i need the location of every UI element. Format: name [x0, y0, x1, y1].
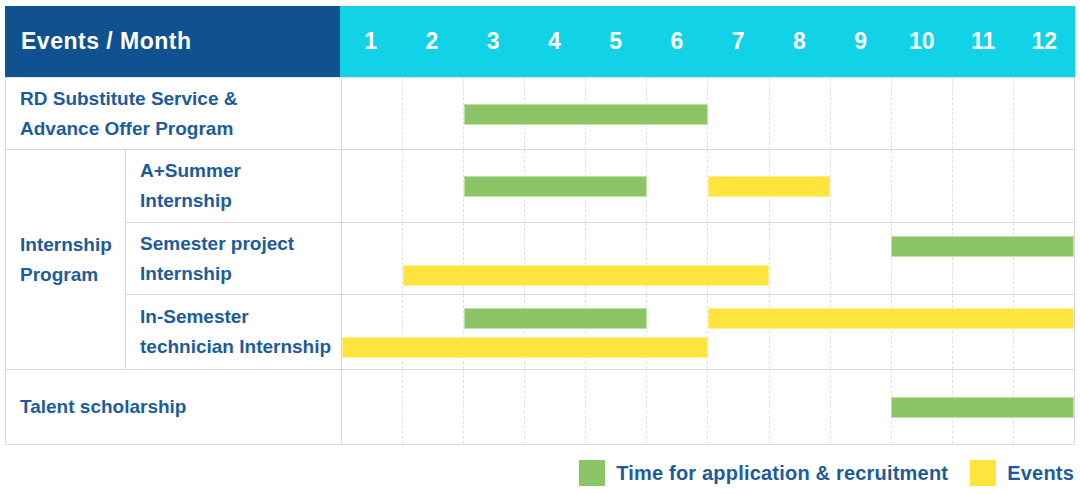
month-grid-cell	[952, 78, 1013, 149]
page-root: Events / Month 1 2 3 4 5 6 7 8 9 10 11 1…	[0, 0, 1080, 494]
month-grid-cell	[830, 295, 891, 369]
month-grid-cell	[769, 223, 830, 294]
row-label-semester-project: Semester project Internship	[125, 223, 341, 294]
legend: Time for application & recruitment Event…	[579, 460, 1074, 486]
month-grid-cell	[952, 295, 1013, 369]
month-grid-cell	[769, 370, 830, 444]
month-header-cell: 1	[340, 6, 401, 77]
month-grid-cell	[646, 370, 707, 444]
month-grid-cell	[891, 223, 952, 294]
row-label-rd-substitute: RD Substitute Service & Advance Offer Pr…	[6, 78, 341, 149]
month-header-strip: 1 2 3 4 5 6 7 8 9 10 11 12	[340, 6, 1075, 77]
month-grid-cell	[1013, 150, 1074, 222]
event-bar	[342, 337, 708, 358]
legend-item-application: Time for application & recruitment	[579, 460, 948, 486]
gantt-table: Events / Month 1 2 3 4 5 6 7 8 9 10 11 1…	[5, 6, 1075, 445]
legend-label-application: Time for application & recruitment	[616, 462, 948, 485]
month-grid-cell	[402, 370, 463, 444]
month-grid-cell	[646, 150, 707, 222]
row-label-in-semester-technician: In-Semester technician Internship	[125, 295, 341, 369]
month-grid-cell	[524, 370, 585, 444]
row-label-a-plus-summer: A+Summer Internship	[125, 150, 341, 222]
month-grid-cell	[830, 78, 891, 149]
application-bar	[891, 397, 1074, 418]
month-grid-cell	[952, 223, 1013, 294]
month-grid-cell	[1013, 223, 1074, 294]
month-grid-cell	[1013, 78, 1074, 149]
month-header-cell: 2	[401, 6, 462, 77]
table-row: A+Summer Internship	[125, 150, 1074, 222]
month-grid-cell	[830, 150, 891, 222]
table-body: RD Substitute Service & Advance Offer Pr…	[5, 77, 1075, 445]
month-grid-cell	[891, 150, 952, 222]
month-header-cell: 9	[830, 6, 891, 77]
month-grid-cell	[891, 78, 952, 149]
table-row: In-Semester technician Internship	[125, 294, 1074, 369]
month-grid-cell	[1013, 295, 1074, 369]
chart-area-talent-scholarship	[341, 370, 1074, 444]
application-swatch-icon	[579, 460, 605, 486]
application-bar	[464, 308, 647, 329]
chart-area-semester-project	[341, 223, 1074, 294]
table-row: Semester project Internship	[125, 222, 1074, 294]
event-swatch-icon	[970, 460, 996, 486]
internship-program-rows: A+Summer Internship Semester project Int…	[125, 150, 1074, 369]
application-bar	[464, 176, 647, 197]
events-month-title-label: Events / Month	[21, 28, 192, 55]
group-label-internship-program: Internship Program	[6, 150, 125, 369]
month-grid-cell	[707, 295, 768, 369]
month-header-cell: 10	[891, 6, 952, 77]
table-header: Events / Month 1 2 3 4 5 6 7 8 9 10 11 1…	[5, 6, 1075, 77]
month-grid-cell	[707, 78, 768, 149]
month-grid-cell	[707, 370, 768, 444]
event-bar	[708, 176, 830, 197]
month-header-cell: 4	[524, 6, 585, 77]
month-header-cell: 6	[646, 6, 707, 77]
month-grid-cell	[769, 295, 830, 369]
internship-program-group: Internship Program A+Summer Internship S…	[6, 149, 1074, 369]
month-grid-cell	[830, 223, 891, 294]
month-grid-cell	[891, 295, 952, 369]
month-grid-cell	[585, 370, 646, 444]
month-header-cell: 8	[769, 6, 830, 77]
month-grid-cell	[342, 150, 402, 222]
month-header-cell: 5	[585, 6, 646, 77]
table-row: RD Substitute Service & Advance Offer Pr…	[6, 78, 1074, 149]
month-header-cell: 12	[1014, 6, 1075, 77]
month-grid-cell	[952, 150, 1013, 222]
month-grid-cell	[830, 370, 891, 444]
chart-area-a-plus-summer	[341, 150, 1074, 222]
month-grid-cell	[402, 150, 463, 222]
chart-area-in-semester-technician	[341, 295, 1074, 369]
table-row: Talent scholarship	[6, 369, 1074, 444]
month-header-cell: 11	[953, 6, 1014, 77]
chart-area-rd-substitute	[341, 78, 1074, 149]
month-grid-cell	[463, 370, 524, 444]
month-grid-cell	[769, 78, 830, 149]
application-bar	[464, 104, 708, 125]
event-bar	[403, 265, 769, 286]
month-header-cell: 3	[463, 6, 524, 77]
month-header-cell: 7	[708, 6, 769, 77]
month-grid-cell	[342, 370, 402, 444]
month-grid-cell	[402, 78, 463, 149]
legend-label-event: Events	[1007, 462, 1074, 485]
month-grid-cell	[342, 78, 402, 149]
legend-item-event: Events	[970, 460, 1074, 486]
month-grid-cell	[342, 223, 402, 294]
row-label-talent-scholarship: Talent scholarship	[6, 370, 341, 444]
events-month-title: Events / Month	[5, 6, 340, 77]
event-bar	[708, 308, 1074, 329]
application-bar	[891, 236, 1074, 257]
